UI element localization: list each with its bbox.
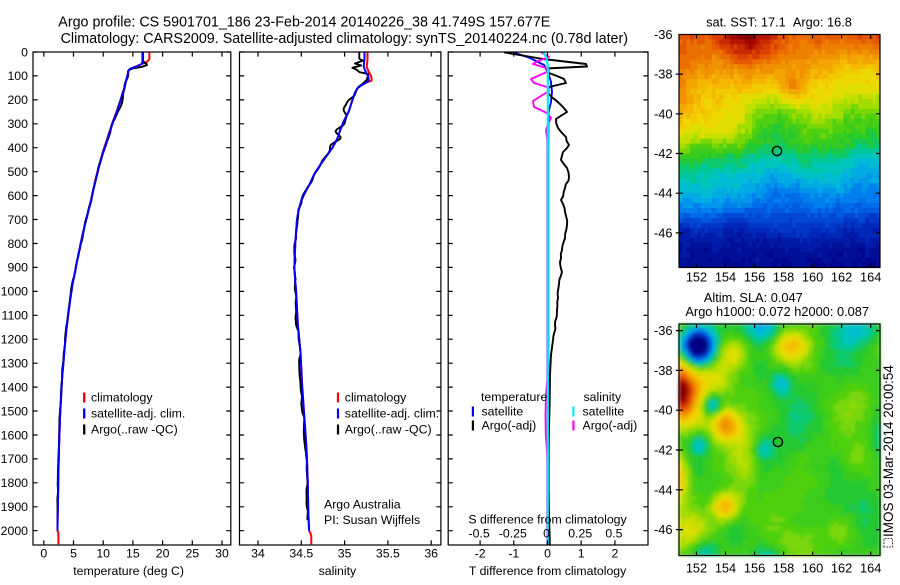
svg-text:Argo h1000: 0.072 h2000: 0.087: Argo h1000: 0.072 h2000: 0.087 (685, 304, 869, 319)
svg-text:Argo Australia: Argo Australia (324, 498, 401, 512)
svg-text:-42: -42 (654, 443, 673, 458)
svg-text:temperature: temperature (481, 390, 547, 404)
svg-text:154: 154 (715, 270, 736, 285)
svg-text:158: 158 (773, 270, 794, 285)
svg-text:15: 15 (126, 547, 140, 561)
svg-text:34.5: 34.5 (289, 547, 313, 561)
svg-text:salinity: salinity (584, 390, 622, 404)
svg-text:158: 158 (773, 560, 794, 575)
svg-text:1300: 1300 (1, 357, 29, 371)
svg-text:temperature (deg C): temperature (deg C) (73, 564, 184, 578)
svg-text:0.25: 0.25 (568, 527, 592, 541)
svg-text:1200: 1200 (1, 333, 29, 347)
svg-text:salinity: salinity (319, 564, 357, 578)
svg-text:satellite: satellite (482, 404, 524, 418)
svg-text:1500: 1500 (1, 404, 29, 418)
svg-text:600: 600 (7, 189, 28, 203)
svg-text:1800: 1800 (1, 476, 29, 490)
svg-text:-36: -36 (654, 27, 673, 42)
svg-text:164: 164 (860, 560, 881, 575)
svg-text:satellite: satellite (583, 404, 625, 418)
svg-text:152: 152 (686, 560, 707, 575)
svg-text:-1: -1 (508, 547, 519, 561)
svg-text:1700: 1700 (1, 452, 29, 466)
svg-text:400: 400 (7, 141, 28, 155)
svg-text:35: 35 (338, 547, 352, 561)
svg-text:162: 162 (831, 270, 852, 285)
svg-text:5: 5 (70, 547, 77, 561)
svg-text:0: 0 (21, 45, 28, 59)
svg-text:-38: -38 (654, 363, 673, 378)
svg-text:0.5: 0.5 (605, 527, 622, 541)
svg-text:900: 900 (7, 261, 28, 275)
svg-text:162: 162 (831, 560, 852, 575)
svg-text:-38: -38 (654, 67, 673, 82)
svg-text:20: 20 (156, 547, 170, 561)
svg-text:10: 10 (96, 547, 110, 561)
svg-text:2000: 2000 (1, 524, 29, 538)
svg-text:160: 160 (802, 270, 823, 285)
svg-text:-0.5: -0.5 (468, 527, 489, 541)
svg-text:152: 152 (686, 270, 707, 285)
svg-text:0: 0 (40, 547, 47, 561)
svg-text:36: 36 (424, 547, 438, 561)
svg-text:1000: 1000 (1, 285, 29, 299)
svg-text:700: 700 (7, 213, 28, 227)
svg-text:-46: -46 (654, 225, 673, 240)
svg-text:156: 156 (744, 560, 765, 575)
svg-text:800: 800 (7, 237, 28, 251)
svg-text:500: 500 (7, 165, 28, 179)
svg-text:156: 156 (744, 270, 765, 285)
svg-text:-44: -44 (654, 482, 673, 497)
svg-text:1400: 1400 (1, 380, 29, 394)
svg-text:1900: 1900 (1, 500, 29, 514)
svg-text:PI: Susan Wijffels: PI: Susan Wijffels (324, 513, 420, 527)
svg-text:164: 164 (860, 270, 881, 285)
svg-text:IMOS 03-Mar-2014 20:00:54: IMOS 03-Mar-2014 20:00:54 (881, 365, 896, 537)
svg-text:Argo(-adj): Argo(-adj) (583, 418, 638, 432)
svg-text:climatology: climatology (91, 391, 153, 405)
svg-text:2: 2 (611, 547, 618, 561)
svg-text:-42: -42 (654, 146, 673, 161)
svg-text:T difference from climatology: T difference from climatology (469, 564, 627, 578)
svg-text:200: 200 (7, 93, 28, 107)
svg-text:25: 25 (185, 547, 199, 561)
svg-text:-46: -46 (654, 522, 673, 537)
svg-text:100: 100 (7, 69, 28, 83)
svg-text:climatology: climatology (345, 391, 407, 405)
svg-text:Climatology: CARS2009. Satelli: Climatology: CARS2009. Satellite-adjuste… (61, 31, 628, 47)
svg-text:Argo(..raw -QC): Argo(..raw -QC) (345, 423, 432, 437)
svg-text:1600: 1600 (1, 428, 29, 442)
svg-text:-40: -40 (654, 403, 673, 418)
svg-text:34: 34 (251, 547, 265, 561)
svg-text:0: 0 (543, 527, 550, 541)
svg-text:-2: -2 (475, 547, 486, 561)
svg-text:0: 0 (544, 547, 551, 561)
svg-text:Altim. SLA: 0.047: Altim. SLA: 0.047 (704, 290, 803, 305)
svg-text:satellite-adj. clim.: satellite-adj. clim. (91, 407, 185, 421)
svg-text:30: 30 (215, 547, 229, 561)
svg-text:35.5: 35.5 (376, 547, 400, 561)
svg-text:Argo(-adj): Argo(-adj) (482, 418, 537, 432)
svg-text:-40: -40 (654, 106, 673, 121)
svg-text:sat. SST: 17.1 Argo: 16.8: sat. SST: 17.1 Argo: 16.8 (706, 15, 852, 30)
svg-text:Argo(..raw -QC): Argo(..raw -QC) (91, 423, 178, 437)
svg-text:-44: -44 (654, 186, 673, 201)
svg-text:154: 154 (715, 560, 736, 575)
svg-text:S difference from climatology: S difference from climatology (468, 512, 627, 526)
svg-text:300: 300 (7, 117, 28, 131)
svg-text:160: 160 (802, 560, 823, 575)
svg-text:1: 1 (578, 547, 585, 561)
svg-text:1100: 1100 (2, 309, 29, 323)
svg-text:-0.25: -0.25 (499, 527, 527, 541)
svg-text:satellite-adj. clim.: satellite-adj. clim. (345, 407, 439, 421)
svg-text:-36: -36 (654, 323, 673, 338)
svg-text:Argo profile: CS 5901701_186 2: Argo profile: CS 5901701_186 23-Feb-2014… (58, 15, 550, 31)
